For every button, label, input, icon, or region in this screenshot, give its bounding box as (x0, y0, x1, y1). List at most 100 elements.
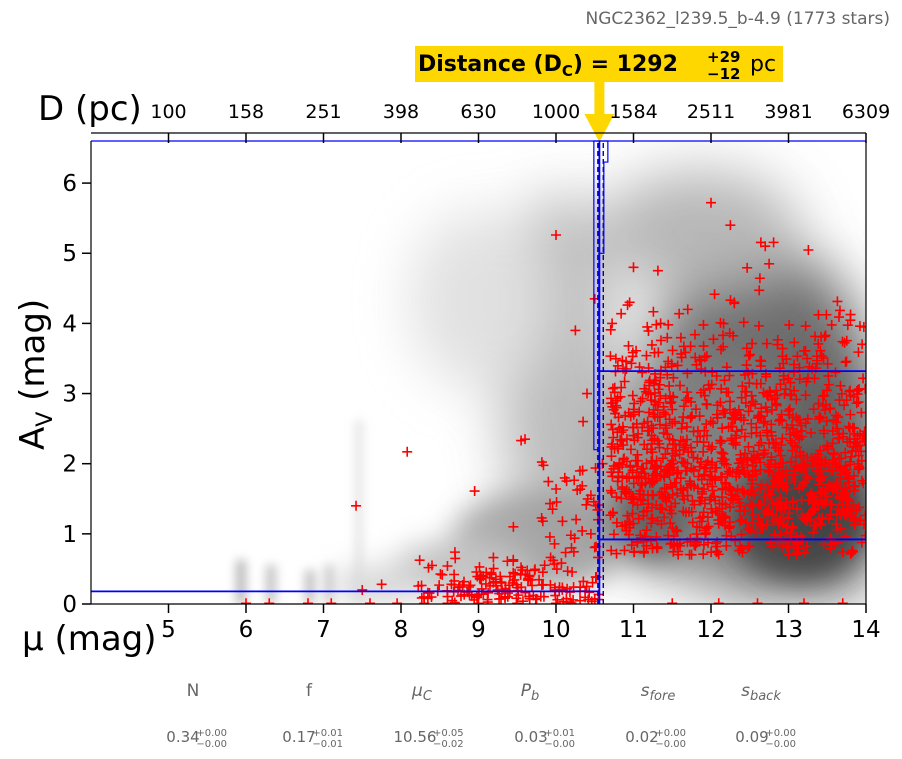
star-marker-1190 (843, 496, 854, 507)
param-minus: −0.01 (312, 739, 343, 750)
star-marker-1200 (612, 441, 623, 452)
star-marker-1479 (525, 574, 536, 585)
star-marker-301 (666, 397, 677, 408)
star-marker-214 (853, 397, 864, 408)
star-marker-1368 (539, 560, 550, 571)
y-tick-label: 4 (62, 311, 77, 337)
star-marker-341 (769, 529, 780, 540)
star-marker-806 (643, 499, 654, 510)
star-marker-1058 (658, 492, 669, 503)
x-tick-label: 13 (774, 617, 803, 643)
star-marker-1143 (792, 503, 803, 514)
star-marker-551 (758, 417, 769, 428)
star-marker-13 (585, 528, 596, 539)
star-marker-886 (815, 445, 826, 456)
param-value: 0.02 (625, 728, 658, 746)
star-marker-1050 (675, 380, 686, 391)
star-marker-811 (668, 372, 679, 383)
star-marker-68 (665, 518, 676, 529)
star-marker-1008 (762, 480, 773, 491)
star-marker-1180 (733, 458, 744, 469)
star-marker-946 (723, 422, 734, 433)
star-marker-1226 (670, 450, 681, 461)
star-marker-1538 (551, 497, 562, 508)
star-marker-1337 (685, 396, 696, 407)
star-marker-889 (818, 400, 829, 411)
star-marker-1210 (796, 460, 807, 471)
star-marker-16 (725, 220, 736, 231)
star-marker-1032 (781, 484, 792, 495)
star-marker-694 (674, 308, 685, 319)
star-marker-42 (667, 598, 678, 604)
star-marker-1134 (686, 446, 697, 457)
star-marker-988 (627, 347, 638, 358)
star-marker-832 (738, 465, 749, 476)
star-marker-1295 (849, 516, 860, 527)
star-marker-1305 (820, 498, 831, 509)
x-axis-label: μ (mag) (22, 619, 157, 659)
star-marker-740 (628, 478, 639, 489)
star-marker-1131 (841, 395, 852, 406)
star-marker-443 (662, 332, 673, 343)
star-marker-873 (747, 518, 758, 529)
star-marker-1046 (637, 495, 648, 506)
chart-title: NGC2362_l239.5_b-4.9 (1773 stars) (586, 9, 891, 29)
star-marker-812 (638, 463, 649, 474)
star-marker-1222 (698, 437, 709, 448)
star-marker-769 (638, 506, 649, 517)
star-marker-997 (619, 545, 630, 556)
star-marker-1333 (787, 521, 798, 532)
star-marker-11 (578, 416, 589, 427)
star-marker-1082 (789, 464, 800, 475)
distance-banner-bg (415, 46, 783, 82)
star-marker-1135 (723, 387, 734, 398)
top-tick-label: 2511 (687, 101, 735, 123)
star-marker-1506 (583, 594, 594, 604)
star-marker-1318 (734, 541, 745, 552)
star-marker-0 (351, 500, 362, 511)
star-marker-739 (699, 469, 710, 480)
top-tick-label: 251 (305, 101, 341, 123)
star-marker-1066 (716, 456, 727, 467)
star-marker-774 (680, 347, 691, 358)
star-marker-264 (743, 524, 754, 535)
star-marker-18 (628, 262, 639, 273)
y-tick-label: 0 (62, 592, 77, 618)
star-marker-1420 (423, 562, 434, 573)
star-marker-1323 (641, 350, 652, 361)
star-marker-412 (605, 324, 616, 335)
star-marker-1339 (768, 470, 779, 481)
model-lines (91, 140, 866, 604)
star-marker-750 (784, 508, 795, 519)
star-marker-1282 (619, 376, 630, 387)
star-marker-980 (820, 455, 831, 466)
star-marker-558 (632, 499, 643, 510)
star-marker-153 (766, 419, 777, 430)
star-marker-1119 (646, 339, 657, 350)
star-marker-1473 (483, 587, 494, 598)
star-marker-1171 (737, 485, 748, 496)
star-marker-1298 (646, 435, 657, 446)
star-marker-793 (784, 404, 795, 415)
star-marker-1110 (642, 444, 653, 455)
star-marker-990 (672, 539, 683, 550)
star-marker-242 (622, 300, 633, 311)
star-marker-83 (802, 353, 813, 364)
star-marker-1057 (649, 378, 660, 389)
star-marker-1158 (839, 489, 850, 500)
star-marker-629 (786, 456, 797, 467)
star-marker-621 (676, 484, 687, 495)
star-marker-1121 (675, 332, 686, 343)
star-marker-1284 (821, 309, 832, 320)
star-marker-6 (508, 521, 519, 532)
star-marker-908 (716, 436, 727, 447)
star-marker-1255 (753, 452, 764, 463)
star-marker-1144 (622, 510, 633, 521)
star-marker-714 (707, 457, 718, 468)
param-minus: −0.00 (196, 739, 227, 750)
star-marker-1533 (559, 472, 570, 483)
star-marker-1076 (825, 533, 836, 544)
star-marker-571 (761, 506, 772, 517)
distance-arrow-head (584, 114, 615, 142)
star-marker-1126 (707, 367, 718, 378)
